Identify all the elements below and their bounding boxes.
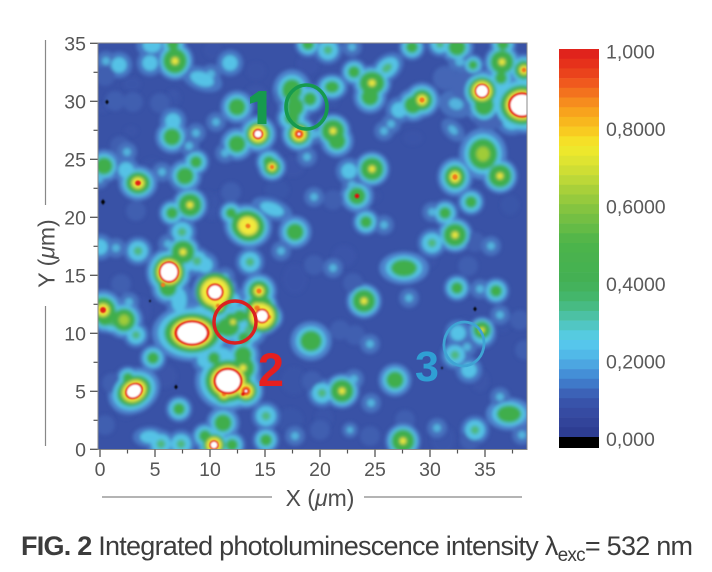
svg-text:2: 2 [258,343,284,396]
svg-text:0: 0 [75,439,86,461]
svg-text:1,000: 1,000 [606,42,655,64]
svg-text:FIG. 2 Integrated photolumines: FIG. 2 Integrated photoluminescence inte… [21,531,692,566]
svg-text:25: 25 [364,459,386,481]
svg-text:3: 3 [415,343,439,391]
svg-text:5: 5 [150,459,161,481]
svg-text:0,8000: 0,8000 [606,119,666,141]
svg-text:Y (μm): Y (μm) [34,219,60,287]
svg-text:5: 5 [75,381,86,403]
svg-text:0: 0 [95,459,106,481]
svg-text:25: 25 [64,149,86,171]
svg-text:35: 35 [474,459,496,481]
svg-text:35: 35 [64,33,86,55]
svg-text:0,2000: 0,2000 [606,352,666,374]
svg-text:10: 10 [64,323,86,345]
svg-text:X (μm): X (μm) [286,485,355,511]
svg-text:0,000: 0,000 [606,429,655,451]
svg-text:20: 20 [309,459,331,481]
svg-text:0,4000: 0,4000 [606,274,666,296]
svg-text:30: 30 [419,459,441,481]
svg-text:15: 15 [64,265,86,287]
svg-text:15: 15 [254,459,276,481]
svg-text:30: 30 [64,91,86,113]
svg-text:10: 10 [199,459,221,481]
svg-text:0,6000: 0,6000 [606,197,666,219]
svg-text:20: 20 [64,207,86,229]
